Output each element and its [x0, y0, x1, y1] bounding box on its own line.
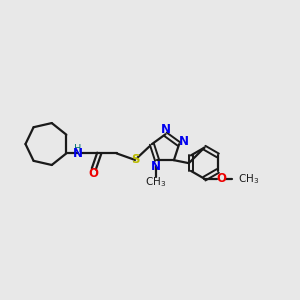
Text: N: N [73, 148, 83, 160]
Text: N: N [179, 135, 189, 148]
Text: CH$_3$: CH$_3$ [238, 172, 260, 186]
Text: O: O [216, 172, 226, 185]
Text: N: N [151, 160, 160, 172]
Text: H: H [74, 145, 81, 154]
Text: S: S [131, 153, 139, 167]
Text: N: N [160, 123, 170, 136]
Text: O: O [89, 167, 99, 180]
Text: CH$_3$: CH$_3$ [145, 175, 166, 189]
